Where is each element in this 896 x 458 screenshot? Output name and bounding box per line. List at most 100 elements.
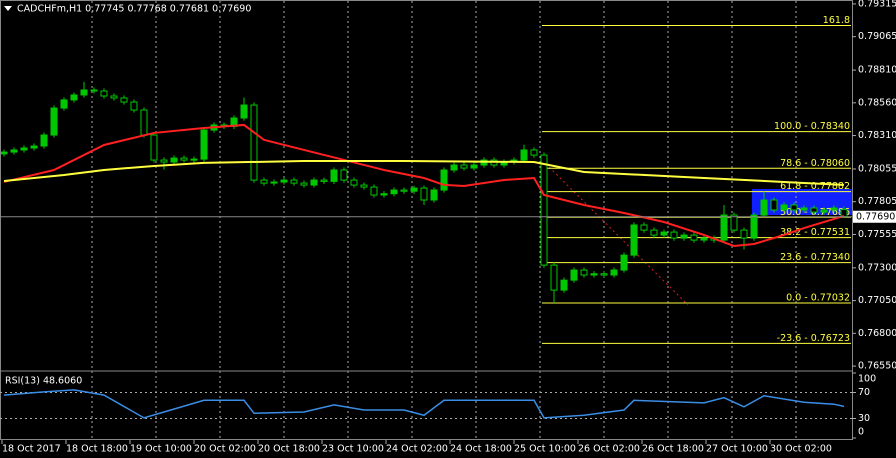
candle-body bbox=[180, 157, 188, 161]
candle-body bbox=[130, 101, 138, 111]
y-tick-label: 0.77555 bbox=[858, 229, 896, 240]
rsi-line bbox=[3, 389, 845, 419]
x-tick-label: 20 Oct 18:00 bbox=[258, 444, 320, 455]
chart-title: CADCHFm,H1 0.77745 0.77768 0.77681 0.776… bbox=[17, 4, 251, 15]
time-grid bbox=[91, 1, 797, 439]
fib-label: 38.2 - 0.77531 bbox=[780, 227, 850, 238]
y-tick-label: 0.76550 bbox=[858, 361, 896, 372]
candle-body bbox=[590, 273, 598, 276]
candle-body bbox=[640, 224, 648, 231]
candle-body bbox=[720, 214, 728, 241]
y-tick-label: 0.79315 bbox=[858, 0, 896, 9]
candle-body bbox=[610, 269, 618, 276]
rsi-tick-label: 70 bbox=[858, 387, 870, 398]
candle-body bbox=[600, 273, 608, 276]
fib-label: 100.0 - 0.78340 bbox=[774, 121, 850, 132]
candle-body bbox=[540, 154, 548, 266]
candle-body bbox=[0, 151, 8, 155]
candle-body bbox=[260, 179, 268, 184]
y-tick-label: 0.78810 bbox=[858, 65, 896, 76]
y-tick-label: 0.78310 bbox=[858, 130, 896, 141]
candle-body bbox=[400, 189, 408, 192]
candle-body bbox=[290, 179, 298, 184]
candle-body bbox=[450, 164, 458, 171]
frame bbox=[0, 0, 853, 440]
candle-body bbox=[140, 109, 148, 136]
fib-label: 161.8 bbox=[823, 15, 850, 26]
candle-body bbox=[820, 209, 828, 213]
candle-body bbox=[410, 187, 418, 192]
candle-body bbox=[690, 234, 698, 241]
candle-body bbox=[90, 89, 98, 92]
candle-body bbox=[750, 214, 758, 239]
candle-body bbox=[20, 147, 28, 151]
candle-body bbox=[530, 149, 538, 156]
candle-body bbox=[380, 193, 388, 196]
candle-body bbox=[790, 204, 798, 211]
candle-body bbox=[430, 189, 438, 201]
candle-body bbox=[660, 231, 668, 236]
candle-body bbox=[50, 107, 58, 136]
candle-body bbox=[700, 237, 708, 241]
fib-trend-line bbox=[541, 159, 689, 306]
rsi-title: RSI(13) 48.6060 bbox=[5, 376, 82, 387]
candle-body bbox=[80, 89, 88, 96]
candle-body bbox=[280, 179, 288, 183]
candle-body bbox=[40, 134, 48, 147]
candle-body bbox=[460, 164, 468, 169]
x-tick-label: 27 Oct 10:00 bbox=[706, 444, 768, 455]
fib-label: 61.8 - 0.77882 bbox=[780, 181, 850, 192]
candle-body bbox=[320, 179, 328, 182]
y-tick-label: 0.76800 bbox=[858, 328, 896, 339]
y-tick-label: 0.79065 bbox=[858, 31, 896, 42]
x-tick-label: 26 Oct 18:00 bbox=[642, 444, 704, 455]
candle-body bbox=[70, 94, 78, 101]
candle-body bbox=[170, 157, 178, 163]
candle-body bbox=[240, 104, 248, 119]
x-tick-label: 20 Oct 02:00 bbox=[194, 444, 256, 455]
x-tick-label: 23 Oct 10:00 bbox=[322, 444, 384, 455]
candle-body bbox=[390, 189, 398, 195]
candle-body bbox=[810, 207, 818, 213]
menu-arrow[interactable] bbox=[4, 6, 12, 11]
x-tick-label: 18 Oct 18:00 bbox=[66, 444, 128, 455]
x-tick-label: 25 Oct 10:00 bbox=[514, 444, 576, 455]
candle-body bbox=[740, 229, 748, 239]
candle-body bbox=[360, 184, 368, 188]
candle-body bbox=[440, 169, 448, 191]
candle-body bbox=[110, 95, 118, 99]
moving-average bbox=[3, 123, 845, 247]
candle-body bbox=[580, 269, 588, 276]
candle-body bbox=[420, 187, 428, 201]
candle-body bbox=[270, 181, 278, 184]
rsi-tick-label: 0 bbox=[858, 427, 864, 438]
plot-area: 161.8 100.0 - 0.78340 78.6 - 0.78060 61.8 -… bbox=[0, 15, 851, 344]
candle-body bbox=[780, 204, 788, 211]
candle-body bbox=[150, 134, 158, 161]
candle-body bbox=[300, 182, 308, 186]
x-tick-label: 19 Oct 10:00 bbox=[130, 444, 192, 455]
y-tick-label: 0.77300 bbox=[858, 262, 896, 273]
rsi-tick-label: 100 bbox=[858, 374, 876, 385]
y-tick-label: 0.78560 bbox=[858, 97, 896, 108]
candle-body bbox=[830, 207, 838, 211]
candle-body bbox=[250, 104, 258, 181]
candle-body bbox=[630, 224, 638, 256]
candle-body bbox=[350, 179, 358, 186]
x-tick-label: 24 Oct 18:00 bbox=[450, 444, 512, 455]
candle-body bbox=[670, 231, 678, 239]
candle-body bbox=[160, 159, 168, 163]
candle-body bbox=[770, 199, 778, 211]
fib-label: 78.6 - 0.78060 bbox=[780, 158, 850, 169]
candle-body bbox=[10, 149, 18, 153]
fib-label: 0.0 - 0.77032 bbox=[786, 292, 850, 303]
fib-label: 23.6 - 0.77340 bbox=[780, 252, 850, 263]
rsi-tick-label: 30 bbox=[858, 413, 870, 424]
current-price-box bbox=[853, 210, 896, 223]
candle-body bbox=[550, 264, 558, 291]
candle-body bbox=[520, 149, 528, 161]
current-price-label: 0.77690 bbox=[856, 211, 895, 222]
x-tick-label: 24 Oct 02:00 bbox=[386, 444, 448, 455]
